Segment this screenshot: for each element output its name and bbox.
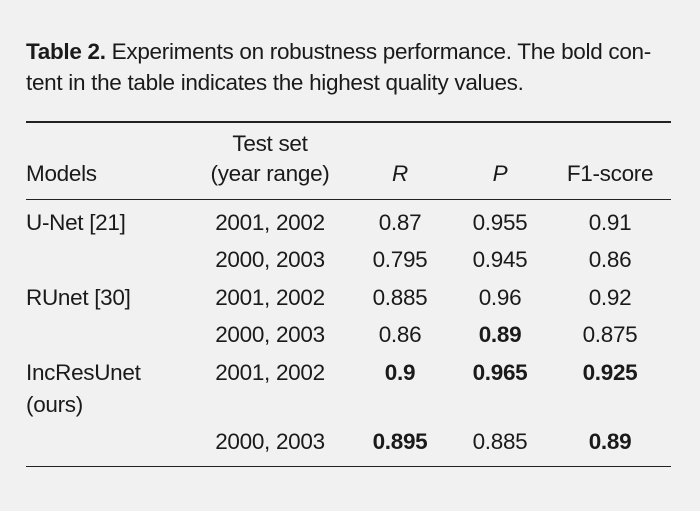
row-3-r: 0.86 <box>378 322 422 347</box>
row-3-test-set: 2000, 2003 <box>215 322 325 347</box>
row-0-model: U-Net [21] <box>26 210 126 235</box>
row-2-model: RUnet [30] <box>26 285 131 310</box>
bottom-rule <box>26 466 671 467</box>
header-rule <box>26 199 671 200</box>
row-3-p: 0.89 <box>478 322 522 347</box>
row-2-test-set: 2001, 2002 <box>215 285 325 310</box>
row-1-p: 0.945 <box>472 247 528 272</box>
row-4-test-set: 2001, 2002 <box>215 360 325 385</box>
row-3-f1: 0.875 <box>582 322 638 347</box>
row-5-f1: 0.89 <box>588 429 632 454</box>
row-0-test-set: 2001, 2002 <box>215 210 325 235</box>
row-4-model-suffix: (ours) <box>26 392 83 417</box>
header-test-set: Test set <box>232 131 308 156</box>
header-p: P <box>492 161 508 186</box>
row-2-r: 0.885 <box>372 285 428 310</box>
caption-text: Experiments on robustness performance. T… <box>26 39 651 95</box>
header-models: Models <box>26 161 97 186</box>
row-1-test-set: 2000, 2003 <box>215 247 325 272</box>
row-0-r: 0.87 <box>378 210 422 235</box>
row-4-model: IncResUnet <box>26 360 141 385</box>
header-r: R <box>392 161 408 186</box>
row-1-f1: 0.86 <box>588 247 632 272</box>
row-4-p: 0.965 <box>472 360 528 385</box>
row-0-p: 0.955 <box>472 210 528 235</box>
row-5-p: 0.885 <box>472 429 528 454</box>
row-5-test-set: 2000, 2003 <box>215 429 325 454</box>
header-year-range: (year range) <box>210 161 330 186</box>
row-2-f1: 0.92 <box>588 285 632 310</box>
row-4-r: 0.9 <box>384 360 416 385</box>
table-label: Table 2. <box>26 39 106 64</box>
row-5-r: 0.895 <box>372 429 428 454</box>
row-0-f1: 0.91 <box>588 210 632 235</box>
table-caption: Table 2. Experiments on robustness perfo… <box>26 36 676 98</box>
top-rule <box>26 121 671 123</box>
row-1-r: 0.795 <box>372 247 428 272</box>
row-2-p: 0.96 <box>478 285 522 310</box>
header-f1-score: F1-score <box>566 161 654 186</box>
row-4-f1: 0.925 <box>582 360 638 385</box>
